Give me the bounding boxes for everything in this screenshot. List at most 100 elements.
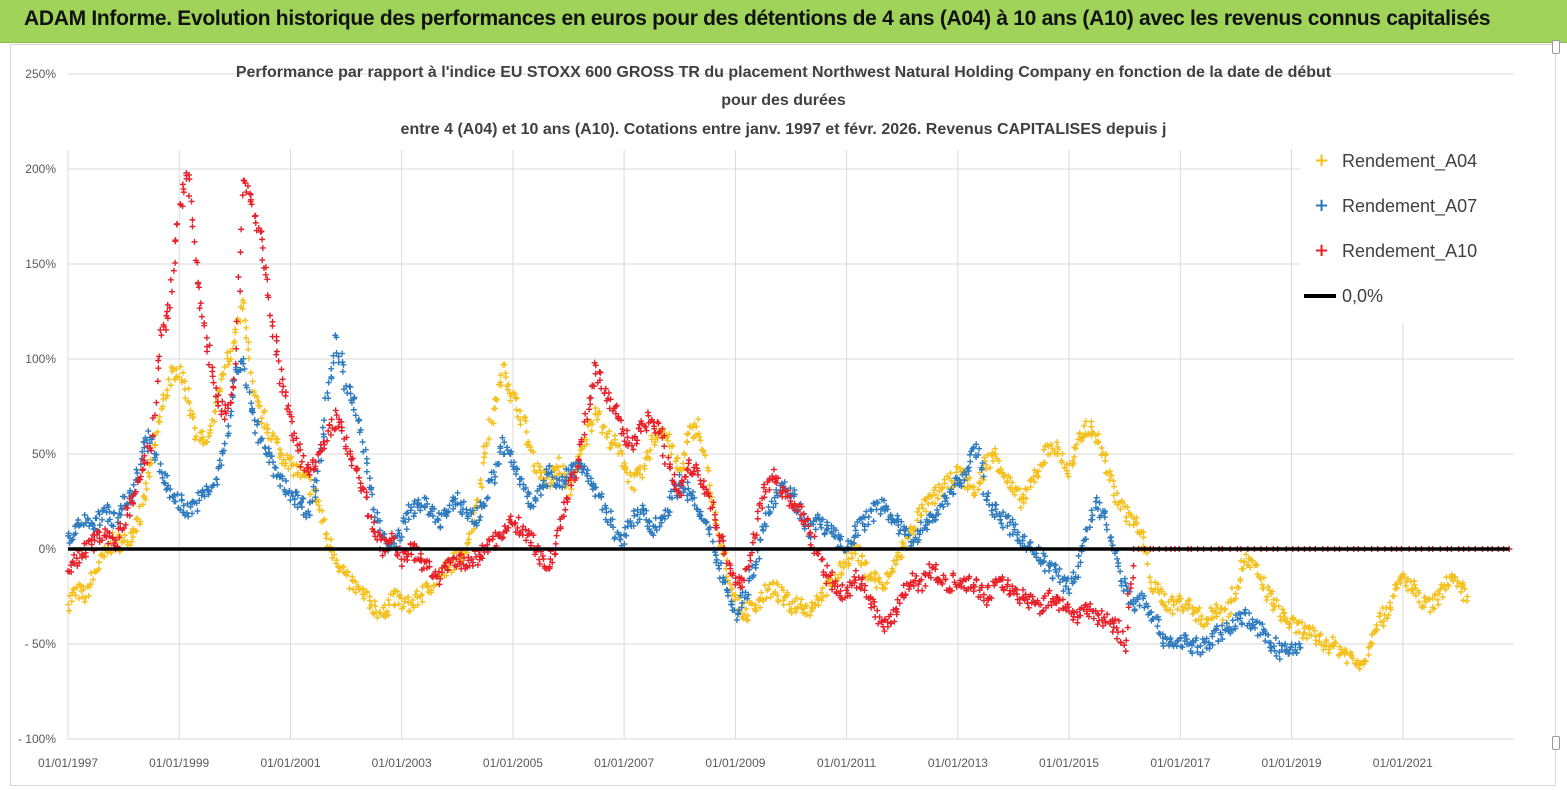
data-point (1071, 578, 1078, 585)
data-point (768, 498, 775, 505)
data-point (333, 412, 340, 419)
data-point (228, 408, 235, 415)
data-point (972, 491, 979, 498)
data-point (870, 596, 877, 603)
data-point (857, 585, 864, 592)
data-point (763, 595, 770, 602)
data-point (644, 449, 651, 456)
data-point (90, 526, 97, 533)
data-point (883, 570, 890, 577)
resize-handle-bottom-right[interactable] (1552, 736, 1560, 750)
data-point (1069, 457, 1076, 464)
data-point (1427, 608, 1434, 615)
data-point (606, 428, 613, 435)
data-point (727, 565, 734, 572)
data-point (564, 496, 571, 503)
data-point (999, 524, 1006, 531)
data-point (919, 587, 926, 594)
x-tick-label: 01/01/2007 (594, 756, 654, 770)
data-point (394, 588, 401, 595)
data-point (411, 510, 418, 517)
data-point (1219, 617, 1226, 624)
data-point (1249, 616, 1256, 623)
data-point (697, 437, 704, 444)
data-point (132, 488, 139, 495)
data-point (497, 445, 504, 452)
data-point (1144, 561, 1151, 568)
data-point (525, 438, 532, 445)
data-point (530, 449, 537, 456)
data-point (442, 563, 449, 570)
data-point (484, 494, 491, 501)
data-point (157, 460, 164, 467)
data-point (418, 591, 425, 598)
data-point (142, 496, 149, 503)
data-point (522, 526, 529, 533)
data-point (1040, 446, 1047, 453)
data-point (1420, 604, 1427, 611)
data-point (884, 619, 891, 626)
data-point (1246, 620, 1253, 627)
data-point (1053, 569, 1060, 576)
data-point (1174, 606, 1181, 613)
data-point (943, 495, 950, 502)
data-point (1095, 431, 1102, 438)
data-point (468, 555, 475, 562)
data-point (255, 225, 262, 232)
series-Rendement_A10 (64, 169, 1513, 655)
data-point (507, 451, 514, 458)
data-point (709, 538, 716, 545)
data-point (894, 512, 901, 519)
data-point (405, 593, 412, 600)
data-point (754, 515, 761, 522)
data-point (887, 511, 894, 518)
data-point (76, 595, 83, 602)
data-point (492, 473, 499, 480)
x-tick-label: 01/01/2017 (1150, 756, 1210, 770)
data-point (293, 462, 300, 469)
chart-frame[interactable] (10, 44, 1556, 786)
data-point (1287, 644, 1294, 651)
data-point (853, 584, 860, 591)
data-point (1088, 507, 1095, 514)
data-point (248, 408, 255, 415)
data-point (859, 574, 866, 581)
data-point (282, 389, 289, 396)
resize-handle-top-right[interactable] (1552, 40, 1560, 54)
data-point (914, 517, 921, 524)
data-point (739, 584, 746, 591)
data-point (221, 440, 228, 447)
data-point (555, 464, 562, 471)
data-point (1076, 429, 1083, 436)
data-point (443, 513, 450, 520)
data-point (1029, 593, 1036, 600)
data-point (1049, 595, 1056, 602)
data-point (444, 566, 451, 573)
data-point (140, 457, 147, 464)
data-point (1019, 586, 1026, 593)
data-point (124, 504, 131, 511)
data-point (426, 558, 433, 565)
data-point (1089, 428, 1096, 435)
data-point (1400, 571, 1407, 578)
data-point (757, 604, 764, 611)
data-point (145, 469, 152, 476)
data-point (391, 535, 398, 542)
data-point (85, 592, 92, 599)
data-point (203, 483, 210, 490)
data-point (424, 584, 431, 591)
data-point (252, 219, 259, 226)
data-point (501, 450, 508, 457)
data-point (446, 502, 453, 509)
data-point (590, 480, 597, 487)
data-point (319, 424, 326, 431)
data-point (1130, 574, 1137, 581)
data-point (145, 428, 152, 435)
data-point (765, 585, 772, 592)
data-point (1182, 601, 1189, 608)
data-point (966, 573, 973, 580)
data-point (1078, 437, 1085, 444)
data-point (1102, 469, 1109, 476)
data-point (237, 249, 244, 256)
line-marker-icon (1304, 294, 1336, 298)
